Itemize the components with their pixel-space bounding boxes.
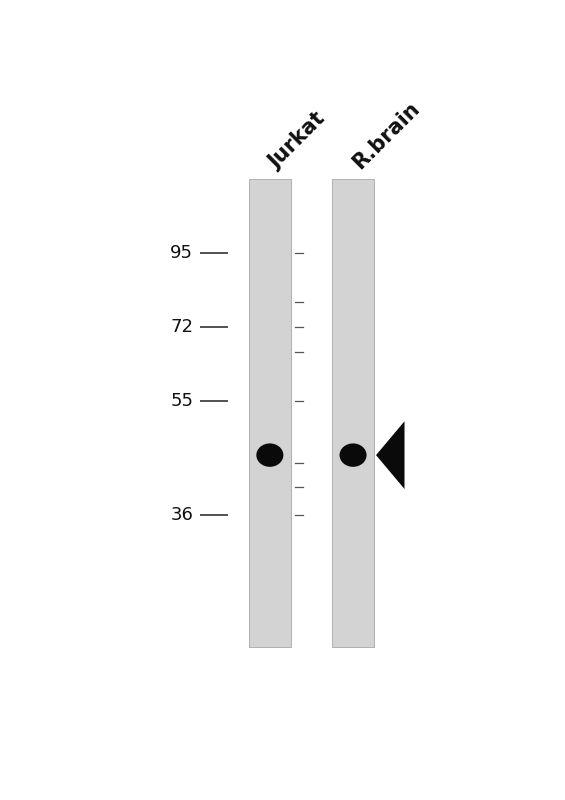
Text: 95: 95 <box>170 244 193 262</box>
Text: 36: 36 <box>171 506 193 524</box>
Ellipse shape <box>340 443 367 467</box>
Text: 55: 55 <box>170 392 193 410</box>
Bar <box>249 179 290 647</box>
Text: 72: 72 <box>170 318 193 336</box>
Bar <box>332 179 374 647</box>
Ellipse shape <box>257 443 284 467</box>
Text: Jurkat: Jurkat <box>266 109 329 173</box>
Text: R.brain: R.brain <box>349 98 423 173</box>
Polygon shape <box>376 422 405 489</box>
